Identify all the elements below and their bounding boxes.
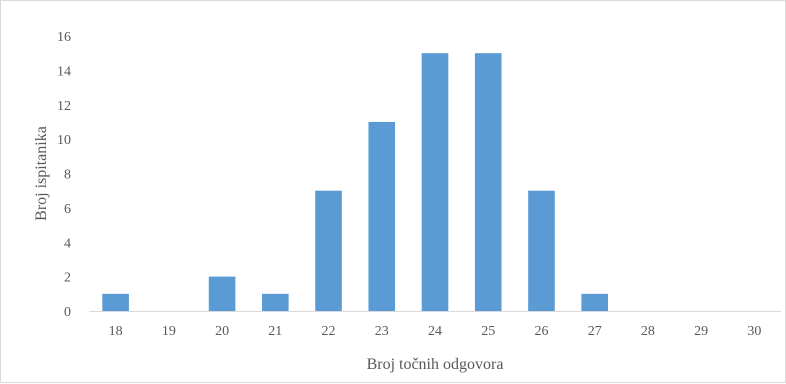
- bar-20: [208, 276, 236, 311]
- x-tick-label: 24: [428, 324, 442, 339]
- y-tick-label: 16: [57, 30, 71, 45]
- y-tick-label: 0: [64, 305, 71, 320]
- y-tick-label: 2: [64, 271, 71, 286]
- y-tick-label: 4: [64, 236, 71, 251]
- x-tick-label: 29: [694, 324, 708, 339]
- y-tick-label: 8: [64, 168, 71, 183]
- bar-24: [421, 53, 449, 311]
- x-tick-label: 28: [641, 324, 655, 339]
- bar-22: [315, 190, 342, 311]
- x-tick-label: 25: [481, 324, 495, 339]
- y-axis-title: Broj ispitanika: [33, 126, 50, 221]
- bar-23: [368, 121, 396, 311]
- y-tick-label: 14: [57, 64, 71, 79]
- x-tick-label: 26: [534, 324, 548, 339]
- x-tick-label: 20: [215, 324, 229, 339]
- bar-27: [581, 293, 608, 311]
- y-tick-label: 10: [57, 133, 71, 148]
- x-tick-label: 21: [268, 324, 282, 339]
- bar-26: [528, 190, 555, 311]
- bars-group: [102, 53, 608, 311]
- y-axis-tick-labels: 0 2 4 6 8 10 12 14 16: [57, 30, 71, 320]
- x-axis-tick-labels: 18 19 20 21 22 23 24 25 26 27 28 29 30: [109, 324, 762, 339]
- x-tick-label: 19: [162, 324, 176, 339]
- x-tick-label: 23: [375, 324, 389, 339]
- bar-18: [102, 293, 129, 311]
- x-tick-label: 18: [109, 324, 123, 339]
- bar-21: [262, 293, 289, 311]
- x-axis-title: Broj točnih odgovora: [367, 356, 504, 373]
- x-tick-label: 30: [747, 324, 761, 339]
- x-tick-label: 22: [322, 324, 336, 339]
- y-tick-label: 6: [64, 202, 71, 217]
- bar-25: [474, 53, 502, 311]
- x-tick-label: 27: [588, 324, 602, 339]
- y-tick-label: 12: [57, 99, 71, 114]
